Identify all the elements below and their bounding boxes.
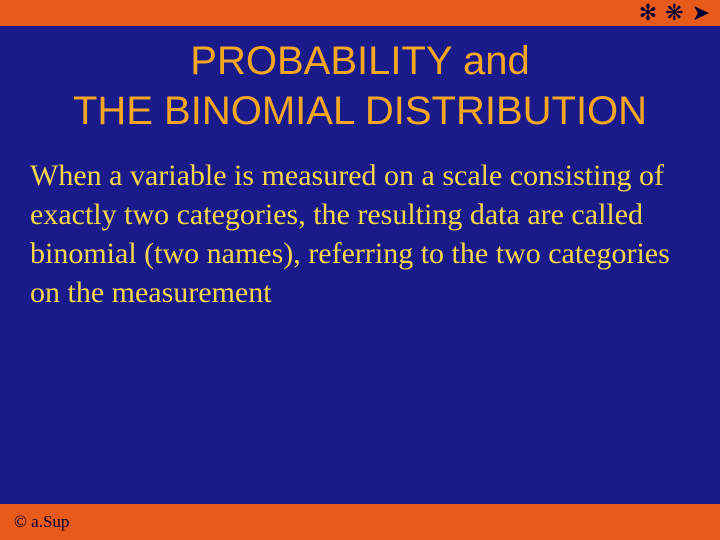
title-line-2: THE BINOMIAL DISTRIBUTION xyxy=(73,89,647,133)
decorative-star-icon: ✻ xyxy=(639,0,657,26)
bottom-accent-bar: © a.Sup xyxy=(0,504,720,540)
top-accent-bar: ✻ ❋ ➤ xyxy=(0,0,720,26)
decorative-arrow-icon: ➤ xyxy=(692,0,710,26)
decorative-burst-icon: ❋ xyxy=(665,0,683,26)
slide-container: ✻ ❋ ➤ PROBABILITY and THE BINOMIAL DISTR… xyxy=(0,0,720,540)
footer-copyright: © a.Sup xyxy=(14,512,69,532)
slide-body-text: When a variable is measured on a scale c… xyxy=(0,136,720,312)
title-line-1: PROBABILITY and xyxy=(190,39,529,83)
slide-title: PROBABILITY and THE BINOMIAL DISTRIBUTIO… xyxy=(0,36,720,136)
top-icon-row: ✻ ❋ ➤ xyxy=(639,0,710,26)
